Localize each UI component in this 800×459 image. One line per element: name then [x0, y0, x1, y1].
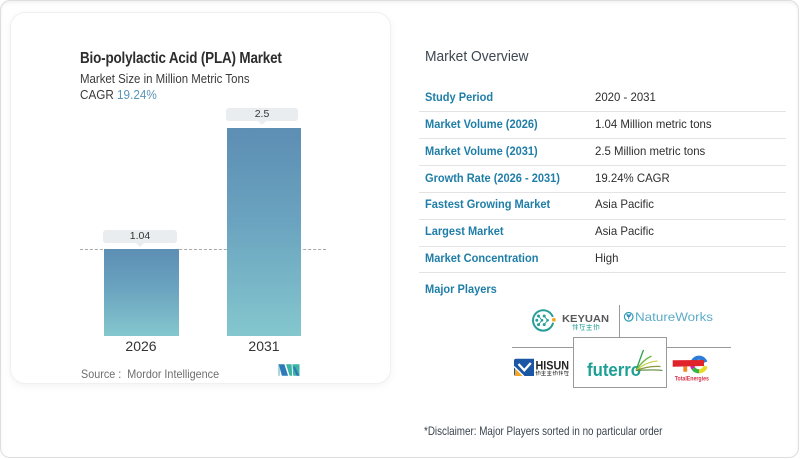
svg-text:HISUN: HISUN	[536, 361, 570, 373]
svg-text:TotalEnergies: TotalEnergies	[675, 375, 709, 382]
svg-text:NatureWorks: NatureWorks	[635, 311, 713, 324]
svg-text:futerro: futerro	[587, 360, 641, 380]
svg-text:KEYUAN: KEYUAN	[562, 314, 609, 325]
